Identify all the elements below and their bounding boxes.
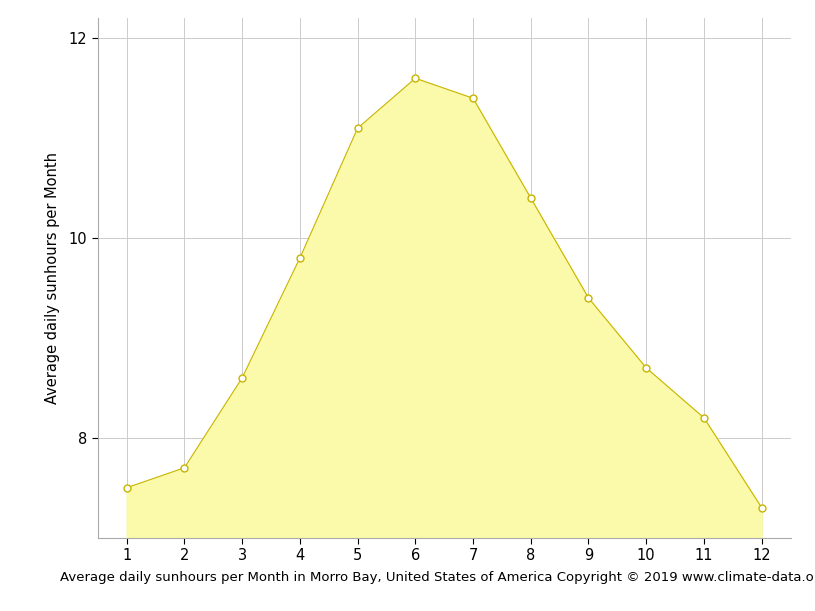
X-axis label: Average daily sunhours per Month in Morro Bay, United States of America Copyrigh: Average daily sunhours per Month in Morr… [60,571,815,585]
Y-axis label: Average daily sunhours per Month: Average daily sunhours per Month [46,152,60,404]
